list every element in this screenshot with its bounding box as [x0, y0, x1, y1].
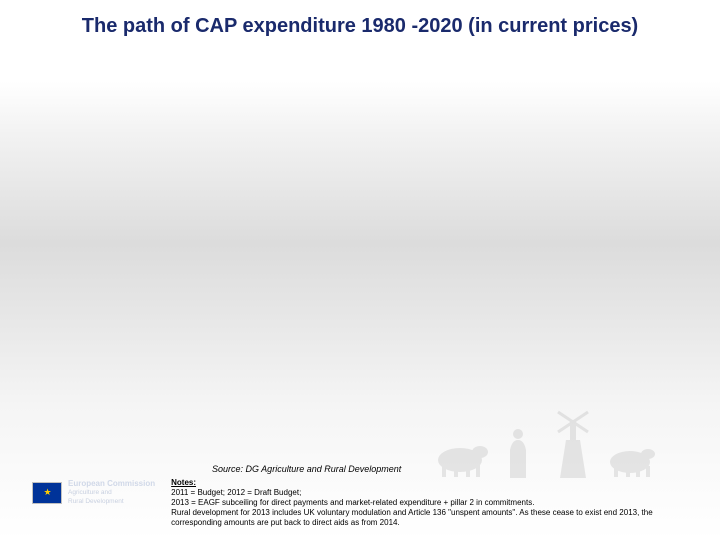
logo-org-name: European Commission: [68, 480, 155, 488]
notes-block: Notes: 2011 = Budget; 2012 = Draft Budge…: [163, 478, 688, 528]
logo-dept-line-a: Agriculture and: [68, 490, 155, 497]
chart-placeholder: [40, 80, 680, 420]
eu-commission-logo: ★ European Commission Agriculture and Ru…: [32, 478, 155, 505]
notes-line-2: 2013 = EAGF subceiling for direct paymen…: [171, 498, 534, 507]
eu-flag-icon: ★: [32, 482, 62, 504]
page-title: The path of CAP expenditure 1980 -2020 (…: [0, 0, 720, 39]
notes-line-1: 2011 = Budget; 2012 = Draft Budget;: [171, 488, 301, 497]
logo-dept-line-b: Rural Development: [68, 499, 155, 506]
source-line: Source: DG Agriculture and Rural Develop…: [212, 464, 688, 474]
notes-line-3: Rural development for 2013 includes UK v…: [171, 508, 653, 527]
notes-heading: Notes:: [171, 478, 196, 487]
footer: Source: DG Agriculture and Rural Develop…: [0, 464, 720, 528]
